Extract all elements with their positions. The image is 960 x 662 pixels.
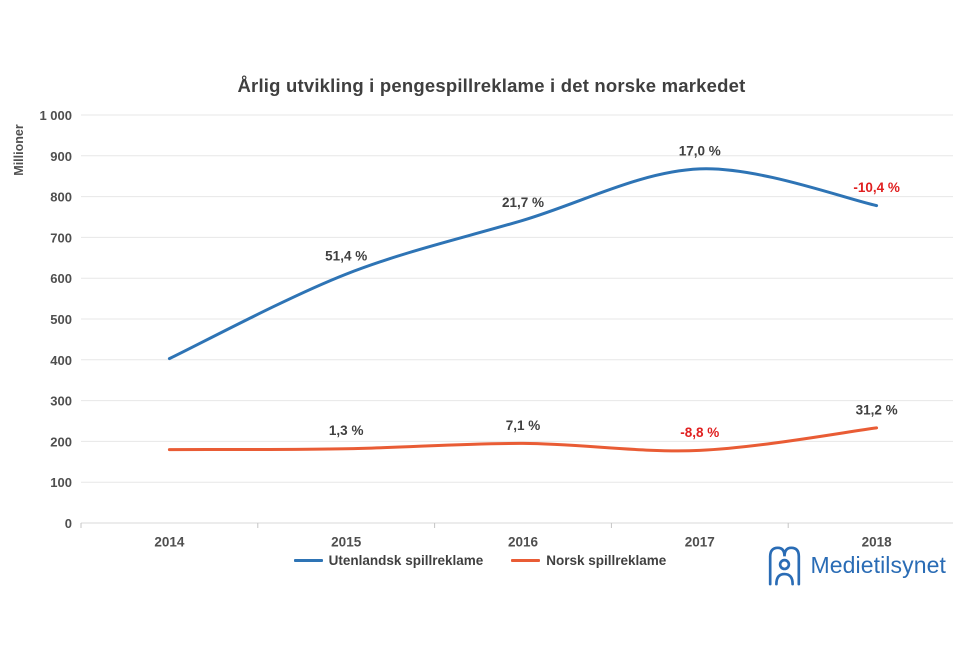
y-tick-label: 300 <box>50 394 72 409</box>
medietilsynet-m-icon <box>769 546 801 586</box>
y-tick-label: 400 <box>50 353 72 368</box>
series-line-utenlandsk-spillreklame <box>167 167 879 361</box>
y-tick-label: 200 <box>50 434 72 449</box>
series-line-norsk-spillreklame <box>167 426 879 453</box>
x-tick-label: 2017 <box>685 535 715 550</box>
legend-swatch-utenlandsk <box>293 559 323 562</box>
y-tick-label: 900 <box>50 149 72 164</box>
point-label-utenlandsk-spillreklame: 17,0 % <box>679 143 721 158</box>
y-tick-label: 0 <box>65 516 72 531</box>
y-tick-label: 1 000 <box>39 108 72 123</box>
point-label-utenlandsk-spillreklame: -10,4 % <box>853 180 900 195</box>
y-tick-label: 800 <box>50 190 72 205</box>
x-tick-label: 2015 <box>331 535 362 550</box>
point-label-norsk-spillreklame: 7,1 % <box>506 418 541 433</box>
legend-label-utenlandsk: Utenlandsk spillreklame <box>328 553 484 568</box>
point-label-norsk-spillreklame: 31,2 % <box>856 402 898 417</box>
medietilsynet-logo: Medietilsynet <box>767 544 946 586</box>
legend-swatch-norsk <box>511 559 541 562</box>
x-tick-label: 2014 <box>154 535 185 550</box>
y-tick-label: 500 <box>50 312 72 327</box>
medietilsynet-wordmark: Medietilsynet <box>810 551 946 578</box>
legend-label-norsk: Norsk spillreklame <box>546 553 667 568</box>
x-tick-label: 2018 <box>862 535 893 550</box>
chart-title: Årlig utvikling i pengespillreklame i de… <box>237 75 746 96</box>
legend-item-norsk-spillreklame: Norsk spillreklame <box>511 553 666 568</box>
point-label-norsk-spillreklame: -8,8 % <box>680 425 719 440</box>
legend-item-utenlandsk-spillreklame: Utenlandsk spillreklame <box>293 553 484 568</box>
y-tick-label: 700 <box>50 230 72 245</box>
y-tick-label: 600 <box>50 271 72 286</box>
point-label-utenlandsk-spillreklame: 21,7 % <box>502 195 544 210</box>
y-tick-label: 100 <box>50 475 72 490</box>
point-label-utenlandsk-spillreklame: 51,4 % <box>325 249 367 264</box>
chart-legend: Utenlandsk spillreklame Norsk spillrekla… <box>0 553 960 568</box>
point-label-norsk-spillreklame: 1,3 % <box>329 423 364 438</box>
y-axis-title: Millioner <box>12 124 26 176</box>
x-tick-label: 2016 <box>508 535 539 550</box>
